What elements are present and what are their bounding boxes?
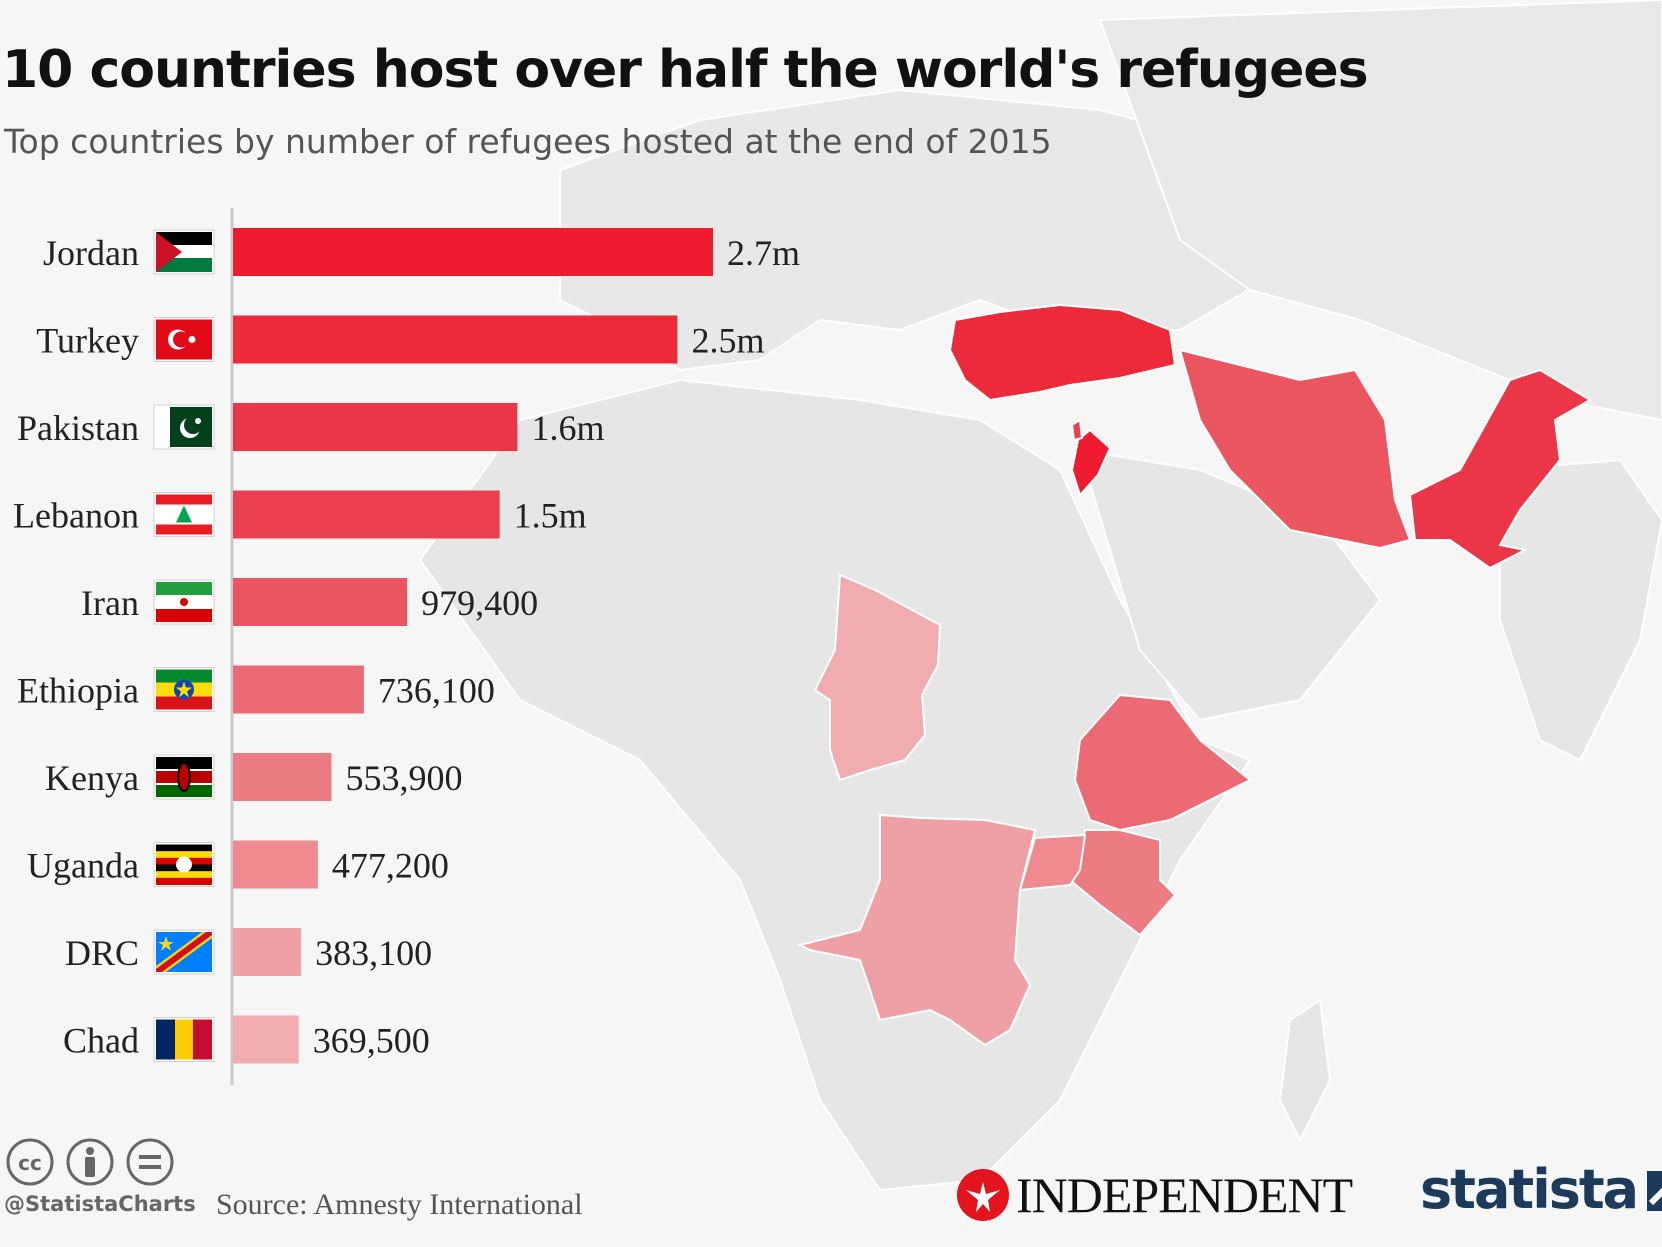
category-label-lebanon: Lebanon <box>13 496 139 536</box>
flag-kenya-icon <box>153 754 215 800</box>
value-label-chad: 369,500 <box>313 1021 430 1061</box>
bars-group: Jordan 2.7m Turkey 2.5m Pakistan 1.6m Lebanon 1… <box>13 228 800 1064</box>
category-label-ethiopia: Ethiopia <box>17 671 139 711</box>
value-label-iran: 979,400 <box>421 583 538 623</box>
chart-subtitle: Top countries by number of refugees host… <box>4 122 1052 161</box>
value-label-jordan: 2.7m <box>727 233 800 273</box>
map-ethiopia <box>1073 693 1252 832</box>
eagle-icon <box>957 1169 1009 1221</box>
value-label-ethiopia: 736,100 <box>378 671 495 711</box>
bar-uganda <box>233 840 318 889</box>
map-lebanon <box>1070 418 1084 442</box>
category-label-drc: DRC <box>65 933 139 973</box>
footer-handle: @StatistaCharts <box>4 1192 196 1216</box>
bar-iran <box>233 578 408 626</box>
map-chad <box>813 573 942 782</box>
bar-lebanon <box>233 490 500 539</box>
map-drc <box>797 813 1037 1047</box>
category-label-uganda: Uganda <box>27 846 139 886</box>
flag-chad-icon <box>153 1017 215 1062</box>
flag-lebanon-icon <box>153 492 215 537</box>
license-icons: cc <box>4 1136 184 1193</box>
category-label-chad: Chad <box>63 1021 139 1061</box>
map-india <box>1499 458 1662 762</box>
category-label-pakistan: Pakistan <box>17 408 139 448</box>
statista-mark-icon <box>1647 1170 1662 1211</box>
svg-text:cc: cc <box>18 1151 42 1175</box>
flag-turkey-icon <box>153 317 215 362</box>
flag-drc-icon <box>153 929 215 975</box>
category-label-iran: Iran <box>81 583 139 623</box>
flag-pakistan-icon <box>153 404 215 450</box>
value-label-pakistan: 1.6m <box>531 408 604 448</box>
bar-ethiopia <box>233 665 364 714</box>
map-asia-north <box>1098 0 1662 422</box>
flags-group <box>153 229 215 1062</box>
statista-logo: statista <box>1420 1158 1662 1221</box>
statista-wordmark: statista <box>1420 1158 1639 1221</box>
independent-logo: INDEPENDENT <box>956 1166 1353 1224</box>
map-pakistan <box>1408 368 1592 570</box>
value-label-drc: 383,100 <box>315 933 432 973</box>
no-derivatives-icon <box>126 1138 174 1186</box>
footer-source: Source: Amnesty International <box>216 1188 583 1221</box>
independent-wordmark: INDEPENDENT <box>1016 1167 1353 1223</box>
chart-title: 10 countries host over half the world's … <box>2 40 1369 100</box>
flag-jordan-icon <box>153 229 215 275</box>
flag-uganda-icon <box>153 842 215 887</box>
bar-turkey <box>233 315 678 364</box>
flag-ethiopia-icon <box>153 667 215 712</box>
bar-jordan <box>233 228 713 276</box>
value-label-turkey: 2.5m <box>691 321 764 361</box>
bar-chad <box>233 1015 299 1064</box>
value-label-lebanon: 1.5m <box>514 496 587 536</box>
value-label-kenya: 553,900 <box>345 758 462 798</box>
cc-icon: cc <box>6 1138 54 1186</box>
value-label-uganda: 477,200 <box>332 846 449 886</box>
bar-pakistan <box>233 403 518 451</box>
flag-iran-icon <box>153 579 215 625</box>
category-label-turkey: Turkey <box>36 321 139 361</box>
map-madagascar <box>1278 998 1332 1143</box>
bar-kenya <box>233 753 332 801</box>
category-label-kenya: Kenya <box>45 758 139 798</box>
attribution-icon <box>66 1138 114 1186</box>
bar-drc <box>233 928 302 976</box>
category-label-jordan: Jordan <box>43 233 139 273</box>
map-jordan <box>1070 428 1112 497</box>
map-turkey <box>948 303 1177 402</box>
map-iran <box>1178 348 1412 550</box>
